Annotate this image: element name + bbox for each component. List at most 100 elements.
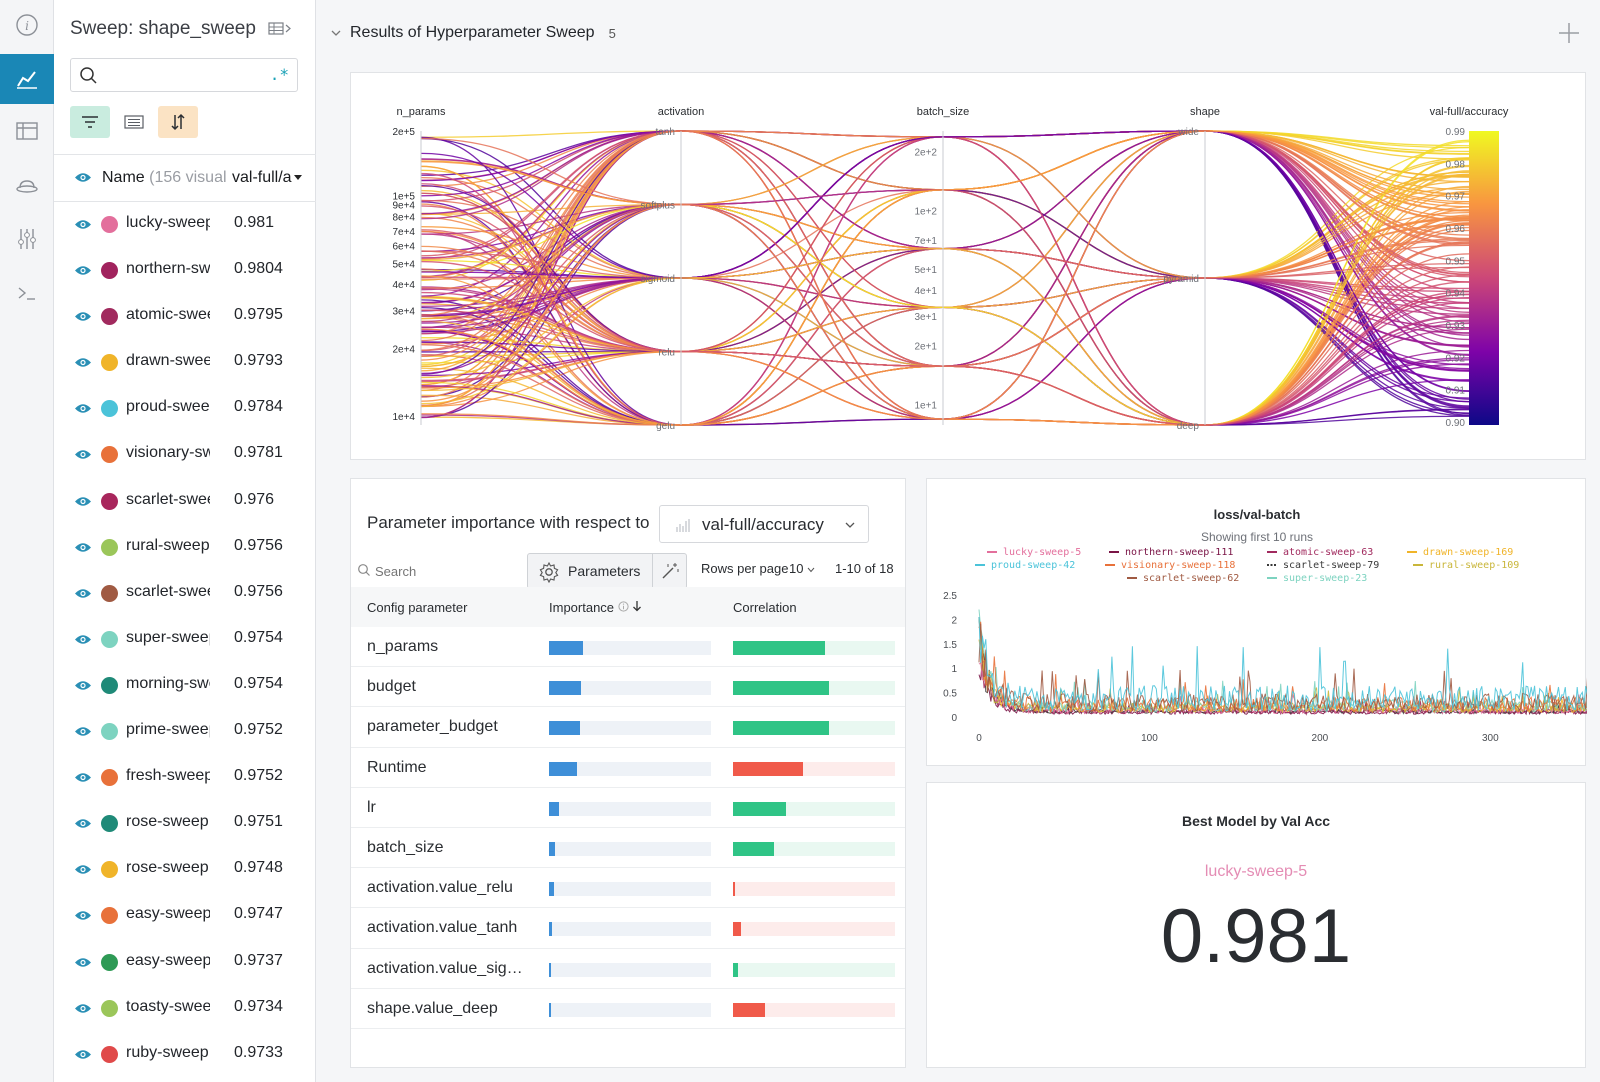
- legend-entry[interactable]: super-sweep-23: [1283, 573, 1367, 584]
- info-icon[interactable]: [618, 601, 629, 612]
- run-color-swatch[interactable]: [101, 354, 118, 372]
- run-color-swatch[interactable]: [101, 676, 118, 694]
- eye-icon[interactable]: [74, 1048, 92, 1061]
- add-panel-icon[interactable]: [1556, 20, 1582, 46]
- sort-button[interactable]: [158, 106, 198, 138]
- eye-icon[interactable]: [74, 863, 92, 876]
- pc-axis-label[interactable]: activation: [658, 106, 704, 118]
- run-name[interactable]: easy-sweep: [126, 951, 210, 969]
- eye-icon[interactable]: [74, 587, 92, 600]
- run-name[interactable]: toasty-sweep: [126, 997, 210, 1015]
- parallel-coordinates-chart[interactable]: n_params 2e+5 1e+59e+48e+4 7e+4 6e+4 5e+4 4e+4…: [351, 73, 1587, 461]
- run-color-swatch[interactable]: [101, 769, 118, 787]
- run-name[interactable]: rose-sweep: [126, 813, 209, 831]
- run-name[interactable]: scarlet-sweep: [126, 490, 210, 508]
- magic-wand-icon[interactable]: [652, 554, 686, 588]
- hat-icon[interactable]: [0, 160, 54, 210]
- run-name[interactable]: scarlet-sweep: [126, 582, 210, 600]
- run-name[interactable]: proud-sweep: [126, 398, 210, 416]
- pc-axis-label[interactable]: shape: [1190, 106, 1220, 118]
- pc-run-line[interactable]: [420, 130, 1470, 426]
- pc-run-line[interactable]: [420, 170, 1470, 426]
- run-row[interactable]: easy-sweep 0.9737: [54, 940, 316, 986]
- series-line[interactable]: [978, 609, 1587, 714]
- eye-icon[interactable]: [74, 264, 92, 277]
- pc-run-line[interactable]: [420, 130, 1470, 367]
- importance-header[interactable]: Importance: [549, 600, 642, 615]
- run-color-swatch[interactable]: [101, 815, 118, 833]
- pc-run-line[interactable]: [420, 189, 1470, 426]
- eye-icon[interactable]: [74, 956, 92, 969]
- eye-icon[interactable]: [74, 771, 92, 784]
- run-row[interactable]: northern-sweep 0.9804: [54, 248, 316, 294]
- regex-toggle[interactable]: .*: [269, 65, 289, 84]
- eye-icon[interactable]: [74, 817, 92, 830]
- section-header[interactable]: Results of Hyperparameter Sweep 5: [330, 20, 616, 46]
- eye-icon[interactable]: [74, 448, 92, 461]
- run-name[interactable]: rose-sweep: [126, 859, 209, 877]
- run-color-swatch[interactable]: [101, 630, 118, 648]
- run-row[interactable]: easy-sweep 0.9747: [54, 893, 316, 939]
- run-color-swatch[interactable]: [101, 308, 118, 326]
- name-column-header[interactable]: Name (156 visual: [102, 169, 226, 187]
- pc-run-line[interactable]: [420, 141, 1470, 426]
- run-row[interactable]: rural-sweep 0.9756: [54, 525, 316, 571]
- legend-entry[interactable]: visionary-sweep-118: [1121, 560, 1235, 571]
- rows-per-page-select[interactable]: 10: [789, 561, 815, 576]
- run-name[interactable]: super-sweep: [126, 628, 210, 646]
- pc-axis-label[interactable]: val-full/accuracy: [1430, 106, 1509, 118]
- eye-icon[interactable]: [74, 356, 92, 369]
- run-row[interactable]: toasty-sweep 0.9734: [54, 986, 316, 1032]
- correlation-header[interactable]: Correlation: [733, 600, 797, 615]
- eye-icon[interactable]: [74, 310, 92, 323]
- config-parameter-header[interactable]: Config parameter: [367, 600, 468, 615]
- arrow-down-icon[interactable]: [632, 600, 642, 612]
- pc-run-line[interactable]: [420, 130, 1470, 426]
- eye-icon[interactable]: [74, 909, 92, 922]
- run-color-swatch[interactable]: [101, 1045, 118, 1063]
- eye-icon[interactable]: [74, 679, 92, 692]
- eye-icon[interactable]: [74, 1002, 92, 1015]
- run-color-swatch[interactable]: [101, 400, 118, 418]
- run-row[interactable]: drawn-sweep 0.9793: [54, 340, 316, 386]
- metric-column-header[interactable]: val-full/a: [232, 169, 292, 186]
- series-line[interactable]: [978, 616, 1587, 713]
- run-row[interactable]: prime-sweep 0.9752: [54, 709, 316, 755]
- loss-line-chart[interactable]: loss/val-batch Showing first 10 runs lucky…: [927, 479, 1587, 767]
- run-name[interactable]: ruby-sweep: [126, 1043, 209, 1061]
- run-color-swatch[interactable]: [101, 953, 118, 971]
- run-row[interactable]: visionary-sweep 0.9781: [54, 432, 316, 478]
- run-name[interactable]: rural-sweep: [126, 536, 210, 554]
- run-color-swatch[interactable]: [101, 907, 118, 925]
- table-icon[interactable]: [0, 106, 54, 156]
- run-name[interactable]: easy-sweep: [126, 905, 210, 923]
- eye-icon[interactable]: [74, 218, 92, 231]
- eye-icon[interactable]: [74, 495, 92, 508]
- run-name[interactable]: visionary-sweep: [126, 444, 210, 462]
- run-name[interactable]: atomic-sweep: [126, 306, 210, 324]
- parameters-button[interactable]: Parameters: [527, 553, 687, 589]
- sliders-icon[interactable]: [0, 214, 54, 264]
- run-color-swatch[interactable]: [101, 999, 118, 1017]
- caret-down-icon[interactable]: [294, 175, 302, 180]
- legend-entry[interactable]: drawn-sweep-169: [1423, 547, 1513, 558]
- pc-run-line[interactable]: [420, 130, 1470, 407]
- run-row[interactable]: rose-sweep 0.9748: [54, 847, 316, 893]
- run-row[interactable]: proud-sweep 0.9784: [54, 386, 316, 432]
- run-color-swatch[interactable]: [101, 262, 118, 280]
- run-row[interactable]: fresh-sweep 0.9752: [54, 755, 316, 801]
- run-row[interactable]: scarlet-sweep 0.9756: [54, 571, 316, 617]
- legend-entry[interactable]: proud-sweep-42: [991, 560, 1075, 571]
- eye-icon[interactable]: [74, 541, 92, 554]
- filter-button[interactable]: [70, 106, 110, 138]
- parameter-search-input[interactable]: [375, 561, 515, 581]
- table-toggle-icon[interactable]: [268, 20, 292, 38]
- run-color-swatch[interactable]: [101, 723, 118, 741]
- pc-run-line[interactable]: [420, 203, 1470, 426]
- run-name[interactable]: lucky-sweep: [126, 214, 210, 231]
- legend-entry[interactable]: scarlet-sweep-62: [1143, 573, 1239, 584]
- metric-select[interactable]: val-full/accuracy: [659, 505, 869, 543]
- info-icon[interactable]: i: [0, 0, 54, 50]
- run-color-swatch[interactable]: [101, 446, 118, 464]
- run-color-swatch[interactable]: [101, 492, 118, 510]
